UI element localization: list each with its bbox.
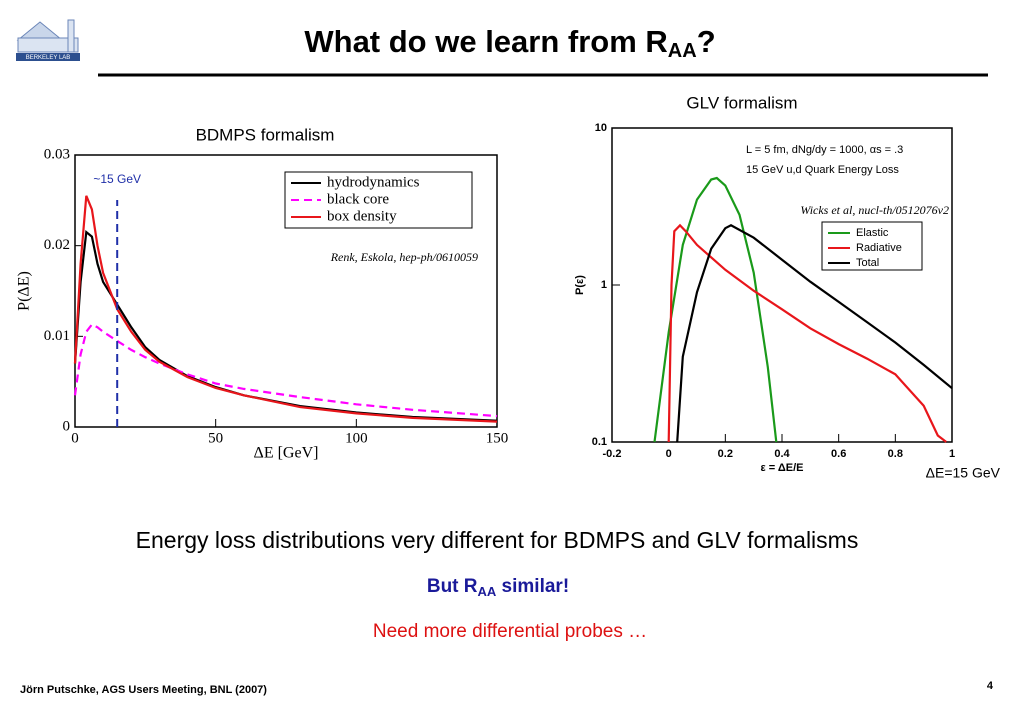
page-number: 4 xyxy=(987,680,994,692)
logo-roof xyxy=(16,21,64,41)
x-tick-label: 1 xyxy=(949,448,955,460)
y-tick-label: 0.02 xyxy=(44,237,70,253)
chart: GLV formalism -0.2 0 0.2 0.4 0.6 0.8 1 0.1 1 10 ε =… xyxy=(574,93,1001,480)
body-line: Energy loss distributions very different… xyxy=(136,527,859,553)
x-tick-label: 0.6 xyxy=(831,448,846,460)
x-tick-label: 0.8 xyxy=(888,448,903,460)
x-axis-label: ΔE [GeV] xyxy=(254,445,319,462)
marker-label: ~15 GeV xyxy=(93,172,141,186)
legend-box xyxy=(284,171,473,229)
annotation: 15 GeV u,d Quark Energy Loss xyxy=(746,164,899,176)
title-end: ? xyxy=(697,24,716,59)
x-tick-label: 0 xyxy=(666,448,672,460)
y-tick-label: 1 xyxy=(601,279,607,291)
footer-author: Jörn Putschke, AGS Users Meeting, BNL (2… xyxy=(20,684,267,696)
y-tick-label: 0.1 xyxy=(592,436,607,448)
series-line xyxy=(73,195,498,423)
x-tick-label: 0.4 xyxy=(774,448,790,460)
logo-tower xyxy=(67,19,75,53)
body-line: But RAA similar! xyxy=(427,576,569,599)
annotation: L = 5 fm, dNg/dy = 1000, αs = .3 xyxy=(746,144,903,156)
x-tick-label: 0 xyxy=(71,430,79,446)
series-line xyxy=(653,176,778,443)
y-tick-label: 0.01 xyxy=(44,328,70,344)
annotation: Renk, Eskola, hep-ph/0610059 xyxy=(330,250,478,264)
x-tick-label: 150 xyxy=(486,430,509,446)
body-line: Need more differential probes … xyxy=(373,621,647,642)
logo-building xyxy=(17,37,79,53)
chart: BDMPS formalism 0 50 100 150 0 0.01 0.02 0.03 ΔE … xyxy=(16,125,509,461)
y-tick-label: 10 xyxy=(595,122,607,134)
y-tick-label: 0 xyxy=(63,418,71,434)
chart-title: GLV formalism xyxy=(686,93,797,112)
y-axis-label: P(ΔE) xyxy=(16,271,33,311)
legend-label: black core xyxy=(327,191,389,207)
legend-label: Radiative xyxy=(856,242,902,254)
chart-note: ΔE=15 GeV xyxy=(926,465,1001,481)
y-axis-label: P(ε) xyxy=(574,275,586,295)
body-text: But R xyxy=(427,576,478,597)
x-axis-label: ε = ΔE/E xyxy=(761,462,804,474)
y-tick-label: 0.03 xyxy=(44,146,70,162)
x-tick-label: 0.2 xyxy=(718,448,733,460)
legend-label: hydrodynamics xyxy=(327,174,420,190)
logo-band xyxy=(16,53,80,61)
series-line xyxy=(667,223,947,443)
legend-label: box density xyxy=(327,208,397,224)
logo-text: BERKELEY LAB xyxy=(26,55,71,61)
logo: BERKELEY LAB xyxy=(16,19,80,61)
plot-frame xyxy=(74,154,498,428)
title-text: What do we learn from R xyxy=(304,24,667,59)
series-line xyxy=(73,323,498,418)
legend-label: Total xyxy=(856,257,879,269)
slide-title: What do we learn from RAA? xyxy=(304,24,715,62)
legend-label: Elastic xyxy=(856,227,889,239)
x-tick-label: 100 xyxy=(345,430,368,446)
chart-title: BDMPS formalism xyxy=(196,125,335,144)
body-end: similar! xyxy=(496,576,569,597)
title-sub: AA xyxy=(668,40,697,62)
series-line xyxy=(676,224,953,443)
body-sub: AA xyxy=(478,584,497,599)
annotation: Wicks et al, nucl-th/0512076v2 xyxy=(800,203,949,217)
x-tick-label: 50 xyxy=(208,430,223,446)
x-tick-label: -0.2 xyxy=(603,448,622,460)
